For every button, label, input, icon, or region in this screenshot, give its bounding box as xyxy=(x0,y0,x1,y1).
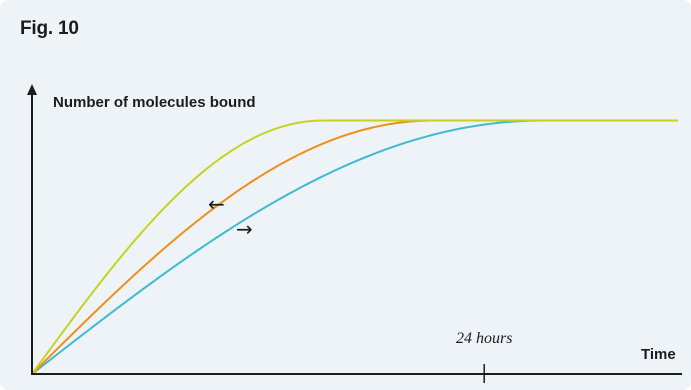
y-axis-arrowhead xyxy=(27,84,37,95)
left-arrow-glyph: ← xyxy=(208,192,225,216)
figure-title: Fig. 10 xyxy=(20,18,79,39)
curves-group xyxy=(31,119,678,375)
y-axis-label: Number of molecules bound xyxy=(53,94,256,111)
series-line-1 xyxy=(31,119,678,375)
x-axis-label: Time xyxy=(641,346,676,363)
right-arrow-glyph: → xyxy=(236,217,253,241)
annotation-24-hours: 24 hours xyxy=(456,330,512,347)
